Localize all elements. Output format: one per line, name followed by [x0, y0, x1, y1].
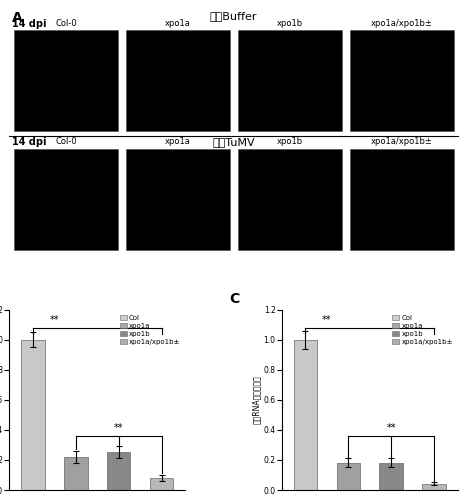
Text: xpo1a/xpo1b±: xpo1a/xpo1b± — [371, 137, 433, 146]
Text: Col-0: Col-0 — [55, 137, 77, 146]
Text: **: ** — [322, 315, 332, 325]
Text: 14 dpi: 14 dpi — [12, 19, 46, 29]
Text: C: C — [229, 292, 240, 306]
Y-axis label: 病毒RNA的积累水平: 病毒RNA的积累水平 — [252, 376, 261, 424]
Text: **: ** — [50, 315, 59, 325]
Bar — [21, 340, 45, 490]
Text: **: ** — [114, 423, 123, 433]
Bar — [14, 148, 118, 250]
Text: 接种Buffer: 接种Buffer — [210, 12, 257, 22]
Bar — [150, 478, 173, 490]
Text: A: A — [12, 12, 22, 26]
Text: **: ** — [387, 423, 396, 433]
Bar — [379, 463, 403, 490]
Legend: Col, xpo1a, xpo1b, xpo1a/xpo1b±: Col, xpo1a, xpo1b, xpo1a/xpo1b± — [119, 314, 182, 346]
Bar — [238, 30, 342, 131]
Text: xpo1b: xpo1b — [277, 137, 303, 146]
Bar — [107, 452, 130, 490]
Bar — [126, 30, 230, 131]
Bar — [350, 148, 454, 250]
Bar — [64, 457, 88, 490]
Text: 接种TuMV: 接种TuMV — [212, 136, 255, 146]
Text: xpo1a/xpo1b±: xpo1a/xpo1b± — [371, 18, 433, 28]
Text: xpo1a: xpo1a — [165, 18, 191, 28]
Bar — [126, 148, 230, 250]
Text: xpo1a: xpo1a — [165, 137, 191, 146]
Bar — [294, 340, 317, 490]
Bar — [337, 463, 360, 490]
Bar — [422, 484, 446, 490]
Bar — [14, 30, 118, 131]
Text: xpo1b: xpo1b — [277, 18, 303, 28]
Text: Col-0: Col-0 — [55, 18, 77, 28]
Bar — [350, 30, 454, 131]
Bar — [238, 148, 342, 250]
Legend: Col, xpo1a, xpo1b, xpo1a/xpo1b±: Col, xpo1a, xpo1b, xpo1a/xpo1b± — [391, 314, 454, 346]
Text: 14 dpi: 14 dpi — [12, 136, 46, 146]
